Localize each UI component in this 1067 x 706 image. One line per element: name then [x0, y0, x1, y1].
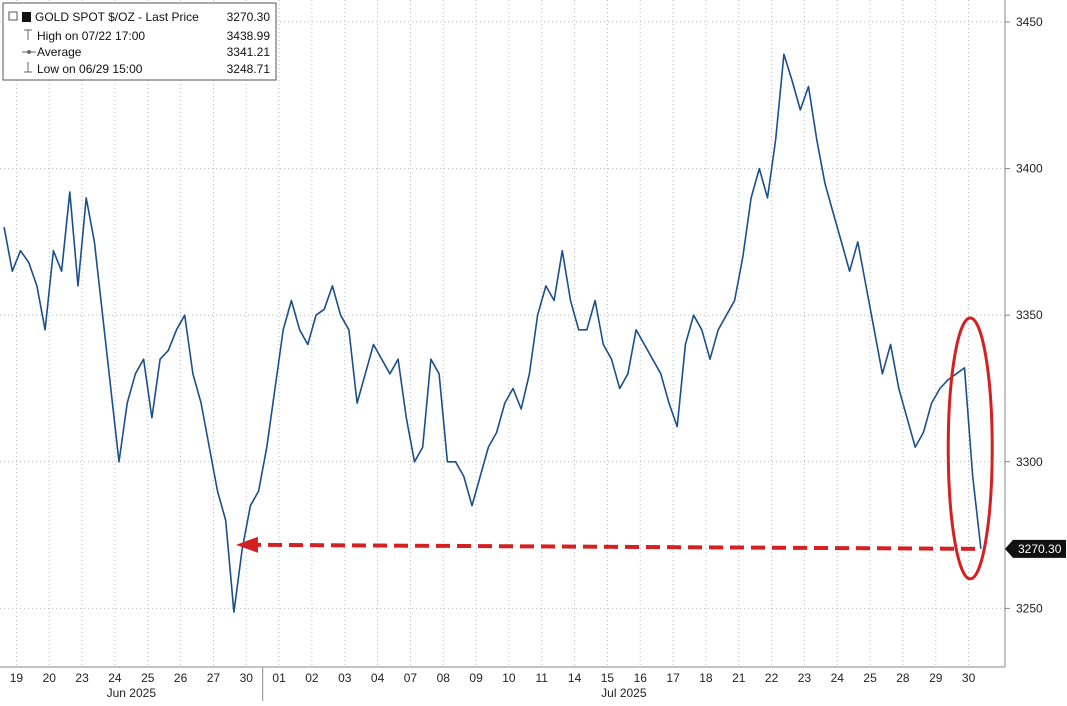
legend-label: High on 07/22 17:00 — [37, 29, 145, 43]
legend: GOLD SPOT $/OZ - Last Price 3270.30 High… — [2, 2, 277, 81]
x-tick-label: 23 — [75, 671, 89, 685]
arrow-head — [236, 536, 258, 553]
x-tick-label: 24 — [831, 671, 845, 685]
legend-title: GOLD SPOT $/OZ - Last Price — [35, 10, 199, 24]
month-label: Jun 2025 — [107, 686, 157, 700]
price-line — [3, 53, 982, 613]
x-tick-label: 22 — [765, 671, 779, 685]
x-tick-label: 18 — [699, 671, 713, 685]
legend-box — [2, 2, 277, 81]
legend-icon — [8, 11, 18, 21]
x-tick-label: 02 — [305, 671, 319, 685]
legend-icon — [27, 50, 31, 54]
x-tick-label: 16 — [634, 671, 648, 685]
x-tick-label: 04 — [371, 671, 385, 685]
x-tick-label: 27 — [207, 671, 221, 685]
x-tick-label: 10 — [502, 671, 516, 685]
x-tick-label: 30 — [240, 671, 254, 685]
x-axis-labels: 19 20 23 24 25 26 27 30 01 02 03 04 07 08 09 10 11 14 15 16… — [10, 667, 976, 701]
x-tick-label: 21 — [732, 671, 746, 685]
y-tick-label: 3300 — [1016, 455, 1043, 469]
arrow-line — [254, 542, 976, 551]
series-layer — [3, 53, 982, 613]
x-tick-label: 24 — [108, 671, 122, 685]
legend-icon — [24, 29, 32, 40]
x-tick-label: 19 — [10, 671, 24, 685]
y-axis-labels: 3250 3300 3350 3400 3450 3270.30 — [1005, 15, 1066, 615]
x-tick-label: 17 — [666, 671, 680, 685]
x-tick-label: 28 — [896, 671, 910, 685]
highlight-ellipse — [946, 316, 994, 581]
x-tick-label: 14 — [568, 671, 582, 685]
x-tick-label: 29 — [929, 671, 943, 685]
x-tick-label: 20 — [43, 671, 57, 685]
legend-icon — [24, 62, 32, 73]
x-tick-label: 03 — [338, 671, 352, 685]
x-tick-label: 09 — [469, 671, 483, 685]
y-tick-label: 3400 — [1016, 162, 1043, 176]
legend-label: Low on 06/29 15:00 — [37, 62, 143, 76]
x-tick-label: 26 — [174, 671, 188, 685]
legend-swatch — [22, 12, 31, 22]
legend-value: 3438.99 — [227, 29, 271, 43]
x-tick-label: 30 — [962, 671, 976, 685]
x-tick-label: 25 — [141, 671, 155, 685]
legend-value: 3341.21 — [227, 45, 271, 59]
y-tick-label: 3250 — [1016, 601, 1043, 615]
month-label: Jul 2025 — [601, 686, 647, 700]
legend-label: Average — [37, 45, 82, 59]
annotation — [236, 316, 994, 581]
x-tick-label: 25 — [863, 671, 877, 685]
y-tick-label: 3450 — [1016, 15, 1043, 29]
x-tick-label: 15 — [601, 671, 615, 685]
legend-value: 3270.30 — [227, 10, 271, 24]
x-tick-label: 11 — [536, 671, 549, 685]
last-price-label: 3270.30 — [1018, 542, 1062, 556]
x-tick-label: 01 — [272, 671, 286, 685]
x-tick-label: 23 — [798, 671, 812, 685]
x-tick-label: 08 — [437, 671, 451, 685]
last-price-tag — [1005, 539, 1066, 558]
legend-value: 3248.71 — [227, 62, 271, 76]
plot-area — [0, 0, 1005, 667]
x-tick-label: 07 — [404, 671, 418, 685]
y-tick-label: 3350 — [1016, 308, 1043, 322]
